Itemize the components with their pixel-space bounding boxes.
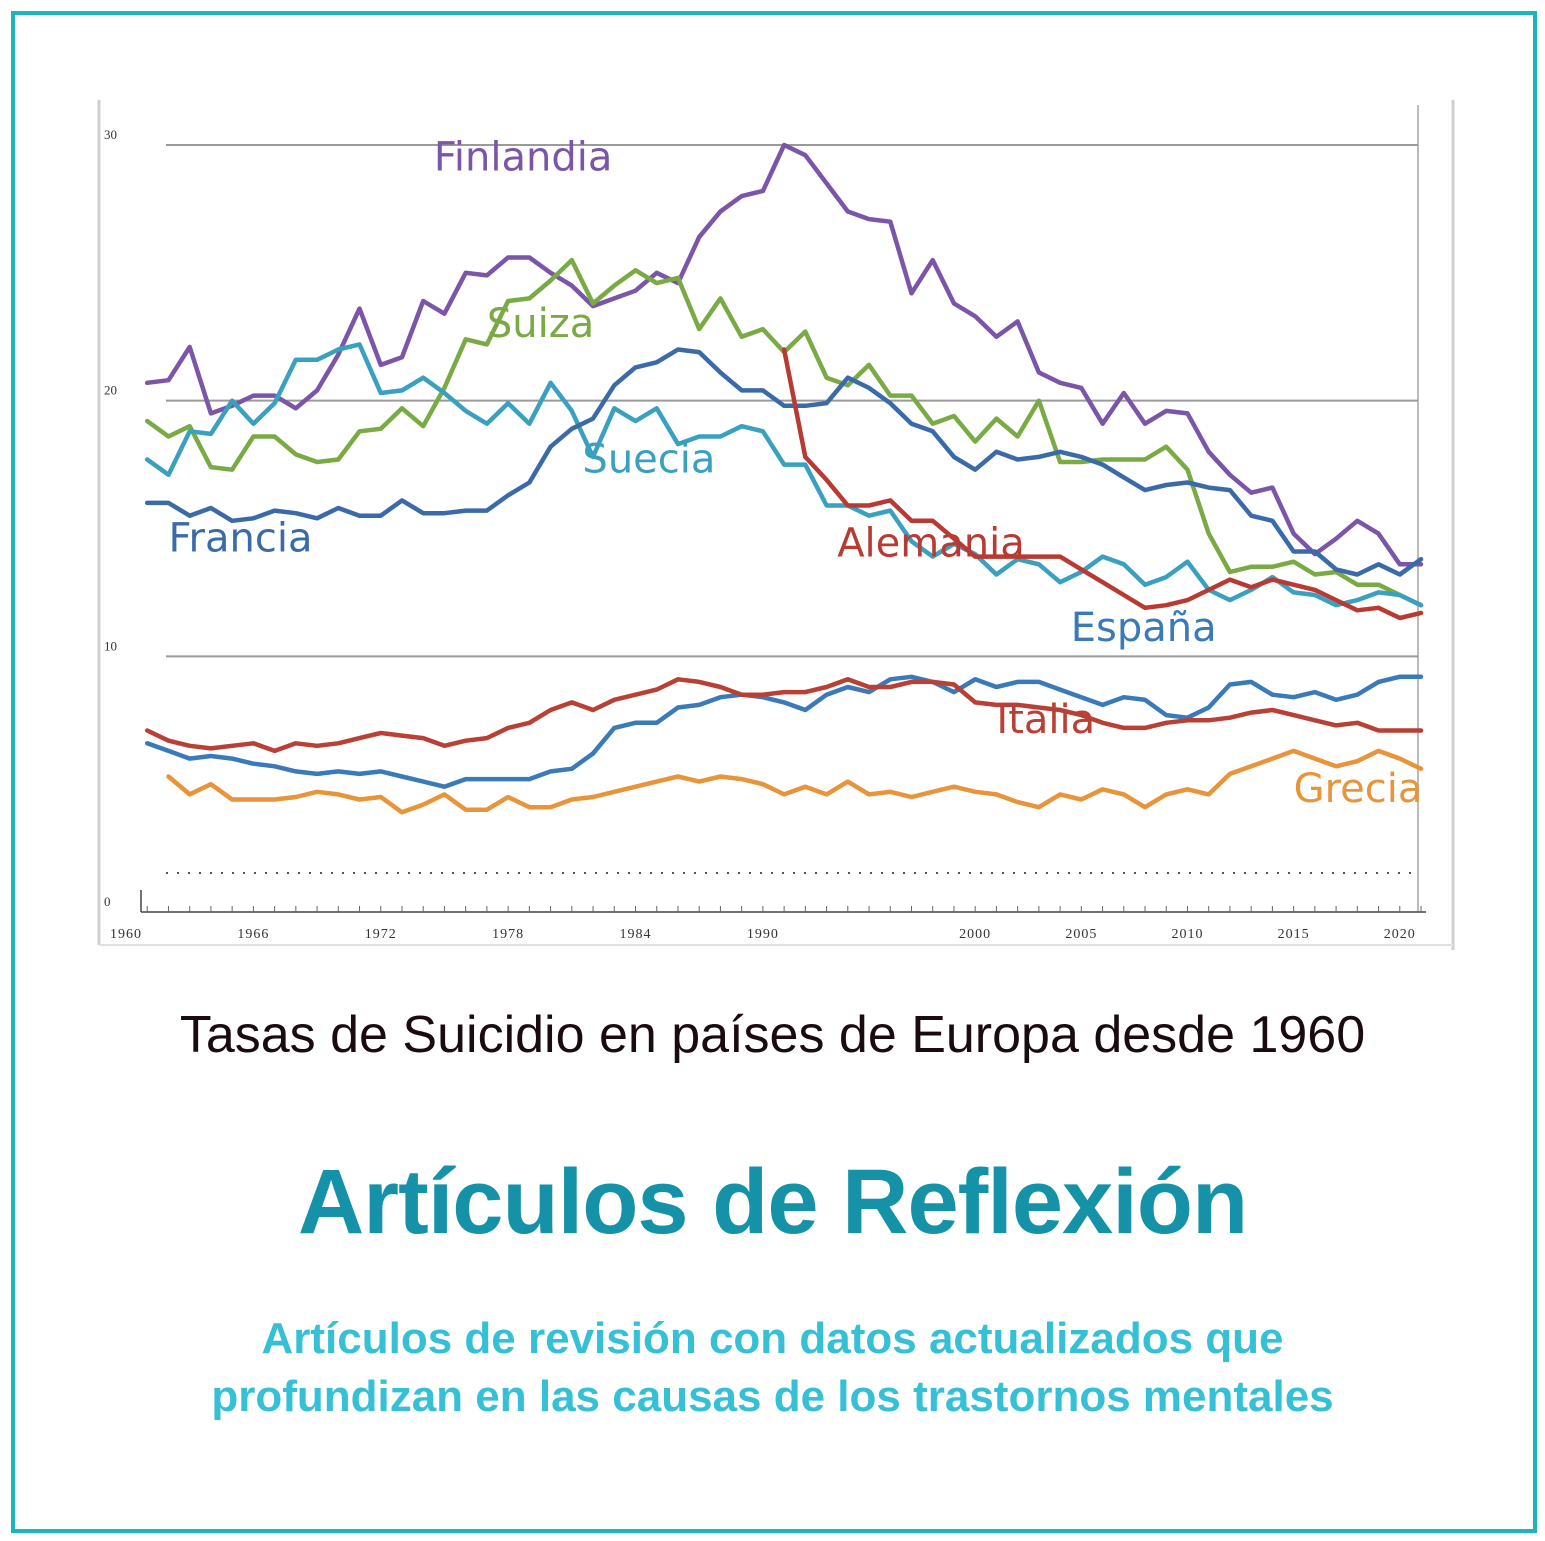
series-line-alemania [781, 347, 1424, 621]
y-tick-label: 0 [104, 894, 111, 909]
series-line-suiza [144, 257, 1424, 608]
chart-series-labels: Finlandia Suiza Suecia Francia Alemania Españ… [168, 135, 1422, 812]
series-line-italia [144, 677, 1424, 754]
x-tick-label: 1972 [365, 927, 397, 942]
series-label-grecia: Grecia [1294, 766, 1423, 812]
x-tick-label: 1990 [747, 927, 779, 942]
card-frame [11, 11, 1537, 1533]
series-line-francia [144, 347, 1424, 577]
x-tick-label: 1960 [110, 927, 142, 942]
x-tick-label: 2005 [1065, 927, 1097, 942]
section-subtitle: Artículos de revisión con datos actualiz… [0, 1310, 1545, 1426]
series-label-italia: Italia [996, 697, 1095, 743]
line-chart: 0 10 20 30 1960 1966 1972 1978 1984 1990 2000 2005 2… [96, 100, 1456, 955]
chart-series [144, 142, 1424, 815]
series-line-espana [144, 674, 1424, 789]
series-line-grecia [166, 748, 1424, 815]
x-tick-label: 1966 [237, 927, 269, 942]
x-tick-label: 2015 [1278, 927, 1310, 942]
series-label-finlandia: Finlandia [434, 135, 613, 181]
series-label-francia: Francia [168, 516, 312, 562]
series-label-espana: España [1071, 605, 1217, 651]
subtitle-line-2: profundizan en las causas de los trastor… [211, 1372, 1334, 1421]
x-tick-label: 2010 [1171, 927, 1203, 942]
series-label-alemania: Alemania [837, 521, 1025, 567]
y-tick-label: 30 [104, 127, 117, 142]
y-tick-label: 20 [104, 383, 117, 398]
x-tick-label: 1978 [492, 927, 524, 942]
x-tick-label: 1984 [620, 927, 652, 942]
chart-svg: 0 10 20 30 1960 1966 1972 1978 1984 1990 2000 2005 2… [97, 100, 1455, 950]
x-tick-label: 2000 [959, 927, 991, 942]
x-tick-label: 2020 [1384, 927, 1416, 942]
chart-caption: Tasas de Suicidio en países de Europa de… [179, 1006, 1366, 1064]
y-tick-label: 10 [104, 638, 117, 653]
section-heading: Artículos de Reflexión [297, 1151, 1248, 1253]
series-label-suiza: Suiza [487, 301, 594, 347]
series-line-finlandia [144, 142, 1424, 567]
subtitle-line-1: Artículos de revisión con datos actualiz… [261, 1314, 1284, 1363]
series-label-suecia: Suecia [582, 436, 715, 482]
